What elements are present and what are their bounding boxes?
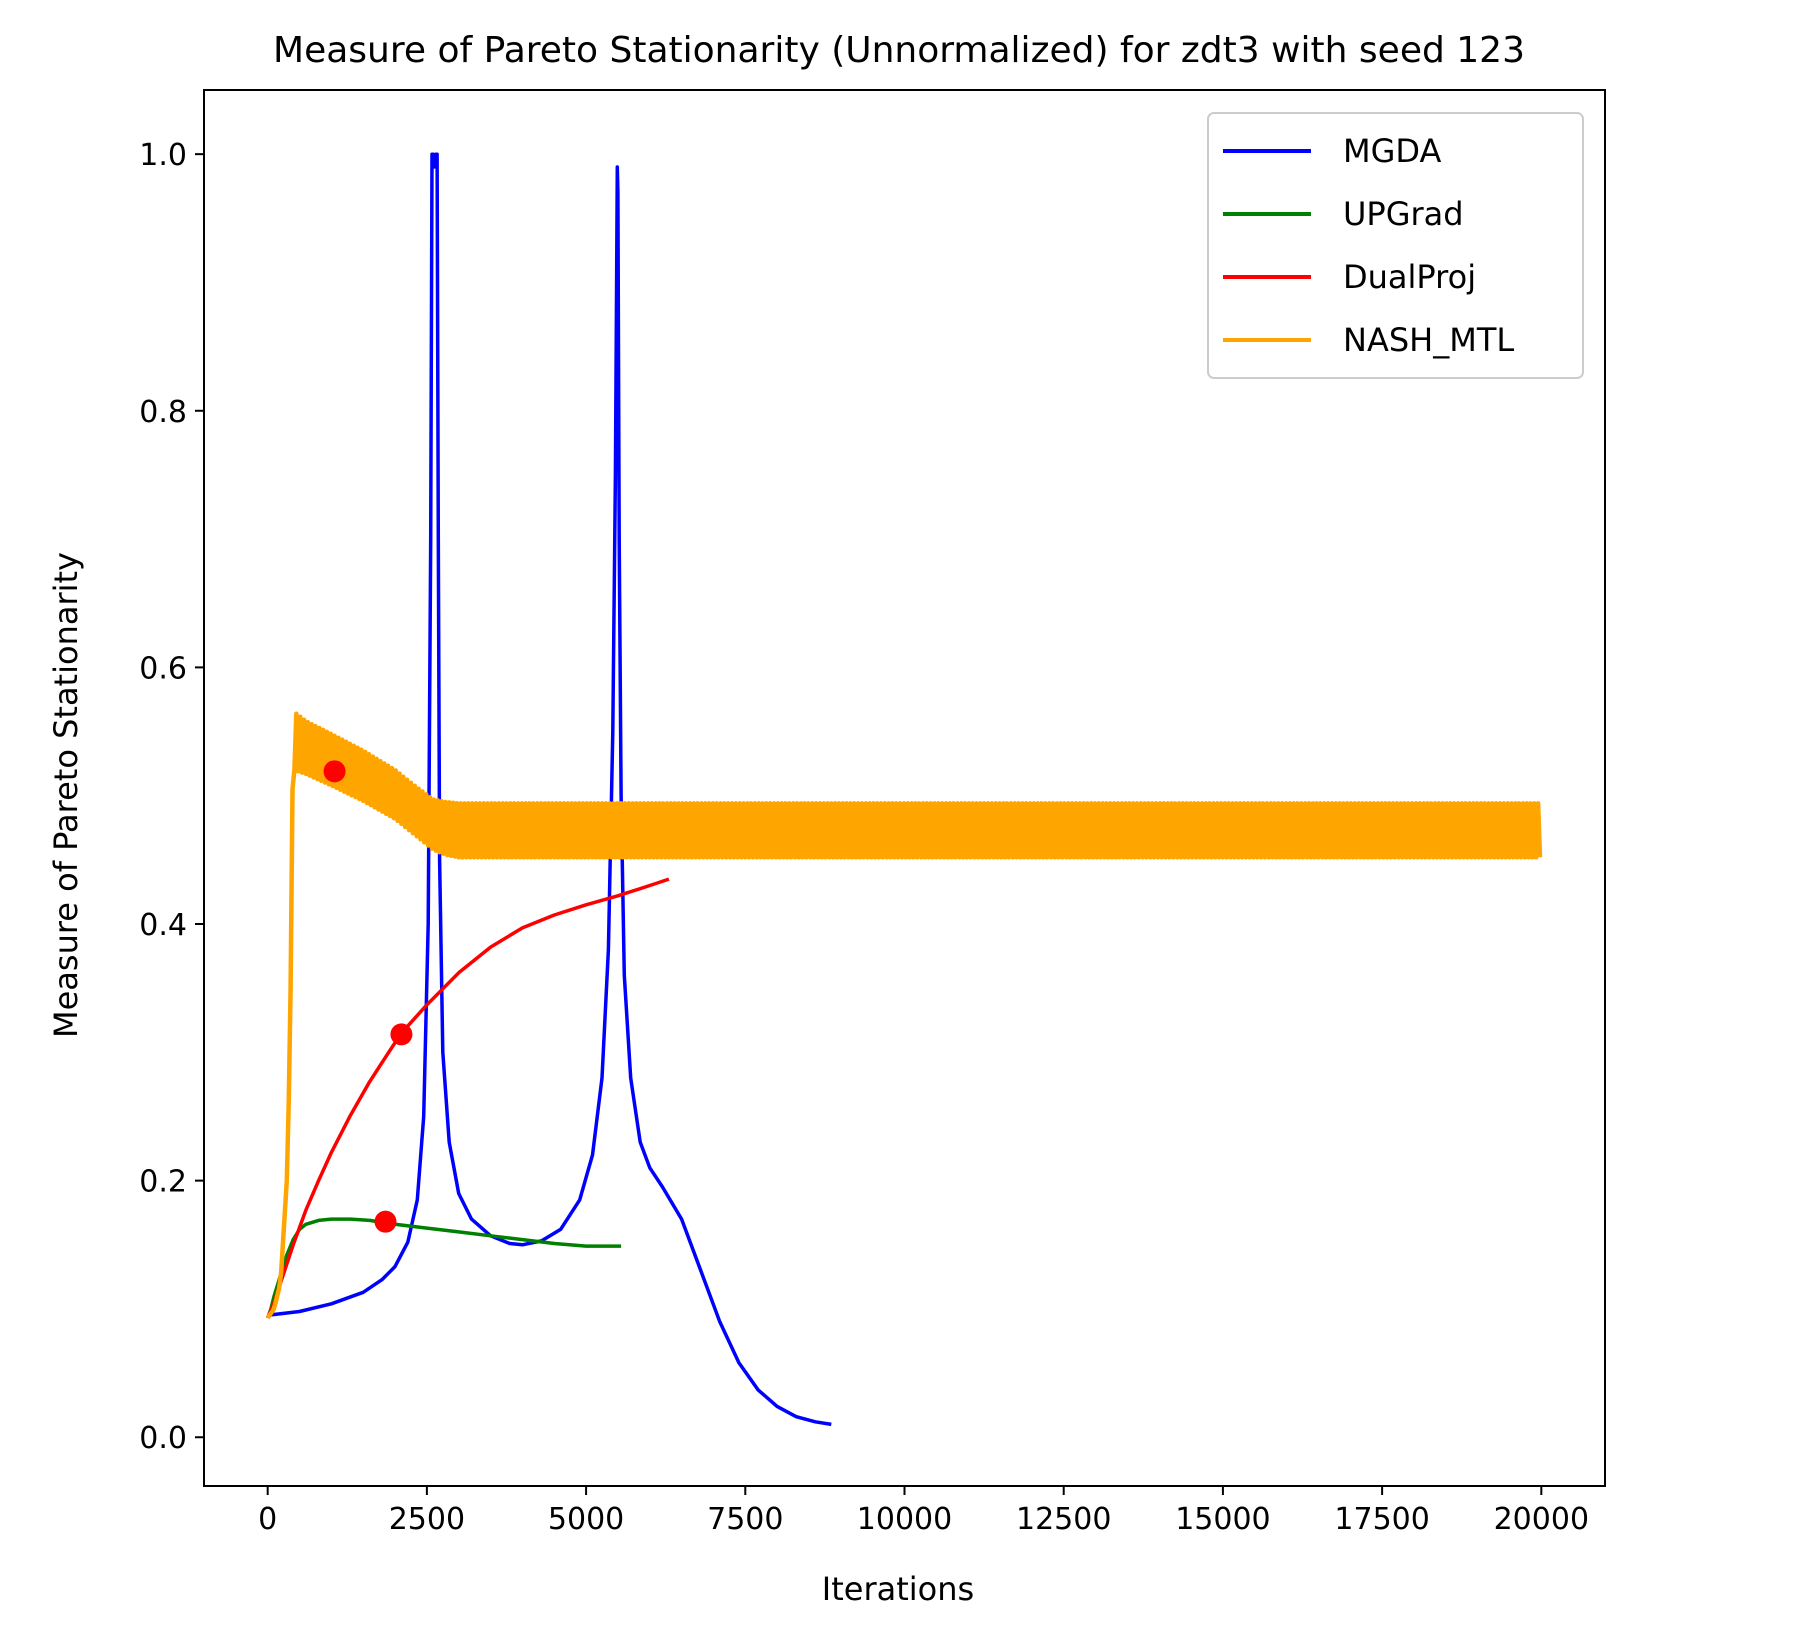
x-tick-label: 7500 bbox=[707, 1502, 783, 1537]
x-tick-label: 2500 bbox=[389, 1502, 465, 1537]
y-tick-label: 0.2 bbox=[139, 1165, 187, 1200]
series-group bbox=[265, 152, 1543, 1427]
x-axis-label: Iterations bbox=[822, 1570, 974, 1608]
x-tick-label: 20000 bbox=[1494, 1502, 1589, 1537]
legend-label-nash-mtl: NASH_MTL bbox=[1343, 321, 1514, 359]
y-tick-label: 0.0 bbox=[139, 1421, 187, 1456]
x-tick-label: 0 bbox=[258, 1502, 277, 1537]
legend-label-dualproj: DualProj bbox=[1343, 258, 1476, 296]
axes: 0 2500 5000 7500 10000 12500 15000 17500 20000 0.… bbox=[139, 89, 1606, 1537]
marker-point-3 bbox=[374, 1210, 397, 1233]
plot-area bbox=[265, 152, 1543, 1427]
y-tick-label: 0.4 bbox=[139, 908, 187, 943]
legend-label-mgda: MGDA bbox=[1343, 132, 1441, 170]
y-axis-label: Measure of Pareto Stationarity bbox=[47, 552, 85, 1038]
x-tick-label: 15000 bbox=[1175, 1502, 1270, 1537]
marker-point-2 bbox=[390, 1023, 413, 1046]
y-tick-label: 0.6 bbox=[139, 651, 187, 686]
marker-point-1 bbox=[323, 760, 346, 783]
x-tick-label: 17500 bbox=[1334, 1502, 1429, 1537]
series-line-nash-mtl bbox=[265, 711, 1543, 1320]
legend-label-upgrad: UPGrad bbox=[1343, 195, 1464, 233]
x-tick-label: 10000 bbox=[857, 1502, 952, 1537]
x-tick-label: 5000 bbox=[548, 1502, 624, 1537]
legend: MGDA UPGrad DualProj NASH_MTL bbox=[1207, 112, 1584, 379]
chart-title: Measure of Pareto Stationarity (Unnormal… bbox=[273, 30, 1525, 71]
legend-box bbox=[1207, 112, 1584, 379]
x-tick-label: 12500 bbox=[1016, 1502, 1111, 1537]
y-tick-label: 0.8 bbox=[139, 395, 187, 430]
y-tick-label: 1.0 bbox=[139, 138, 187, 173]
